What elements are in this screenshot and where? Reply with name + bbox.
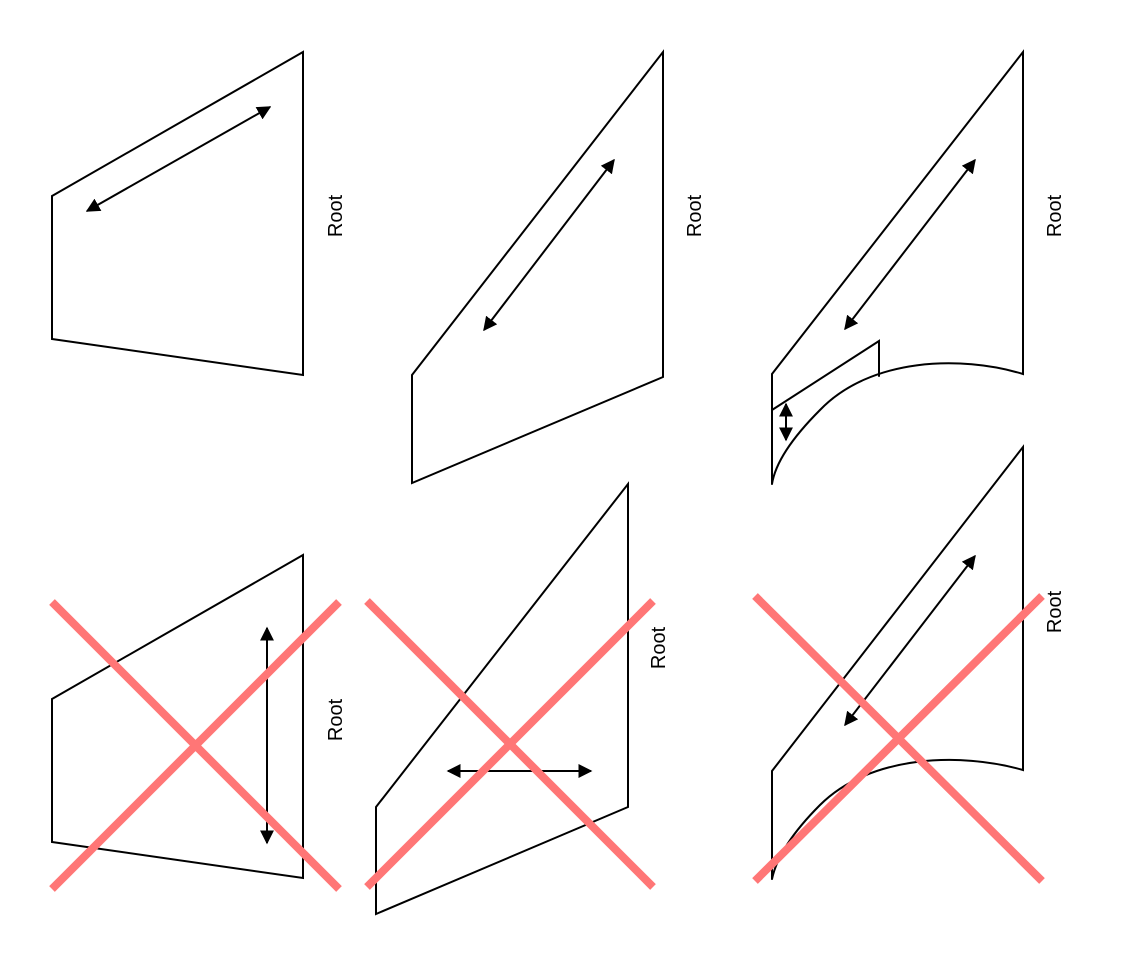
root-label: Root bbox=[684, 194, 706, 237]
wing-outline bbox=[51, 50, 304, 377]
panel-top-middle: Root bbox=[411, 49, 706, 485]
wing-outline bbox=[771, 49, 1024, 485]
wing-outline bbox=[771, 444, 1024, 880]
flap-outline bbox=[771, 339, 880, 411]
root-label: Root bbox=[325, 194, 347, 237]
panel-top-left: Root bbox=[51, 50, 347, 377]
panel-bottom-left: Root bbox=[49, 553, 347, 892]
wing-outline bbox=[375, 481, 629, 916]
wing-outline bbox=[411, 49, 664, 485]
root-label: Root bbox=[1044, 590, 1066, 633]
rejected-cross bbox=[752, 593, 1045, 884]
root-label: Root bbox=[648, 626, 670, 669]
rejected-cross bbox=[49, 599, 342, 892]
panel-top-right: Root bbox=[771, 49, 1066, 485]
root-label: Root bbox=[1044, 194, 1066, 237]
double-arrow bbox=[844, 158, 976, 331]
double-arrow bbox=[85, 106, 272, 212]
wing-outline bbox=[51, 553, 304, 880]
root-label: Root bbox=[325, 698, 347, 741]
double-arrow bbox=[483, 158, 615, 332]
rejected-cross bbox=[364, 598, 656, 890]
panel-bottom-right: Root bbox=[752, 444, 1066, 884]
panel-bottom-middle: Root bbox=[364, 481, 670, 916]
double-arrow bbox=[844, 554, 976, 727]
